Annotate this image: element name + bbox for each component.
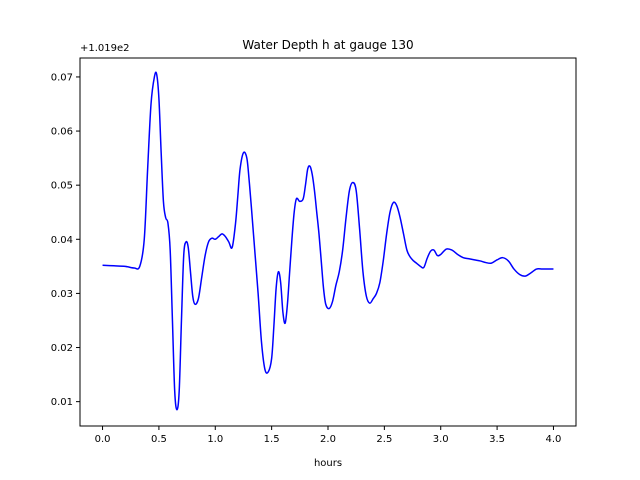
y-tick-label: 0.01	[51, 397, 73, 408]
x-tick-label: 4.0	[546, 434, 562, 445]
y-offset-label: +1.019e2	[80, 43, 130, 54]
y-tick-label: 0.03	[51, 289, 73, 300]
x-tick-label: 0.5	[151, 434, 167, 445]
x-axis-label: hours	[314, 458, 342, 469]
series-line	[102, 71, 554, 411]
y-tick-label: 0.02	[51, 343, 73, 354]
y-tick-label: 0.07	[51, 72, 73, 83]
y-tick-label: 0.04	[51, 235, 73, 246]
series-layer	[102, 71, 554, 411]
x-tick-label: 2.0	[320, 434, 336, 445]
y-tick-label: 0.06	[51, 127, 73, 138]
x-tick-label: 3.5	[489, 434, 505, 445]
x-tick-label: 1.5	[264, 434, 280, 445]
x-tick-label: 3.0	[433, 434, 449, 445]
y-tick-label: 0.05	[51, 181, 73, 192]
x-tick-label: 1.0	[207, 434, 223, 445]
x-tick-label: 2.5	[376, 434, 392, 445]
x-axis: 0.0 0.5 1.0 1.5 2.0 2.5 3.0 3.5 4.0	[95, 426, 562, 445]
chart-title: Water Depth h at gauge 130	[242, 38, 413, 52]
y-axis: 0.01 0.02 0.03 0.04 0.05 0.06 0.07	[51, 72, 80, 408]
x-tick-label: 0.0	[95, 434, 111, 445]
